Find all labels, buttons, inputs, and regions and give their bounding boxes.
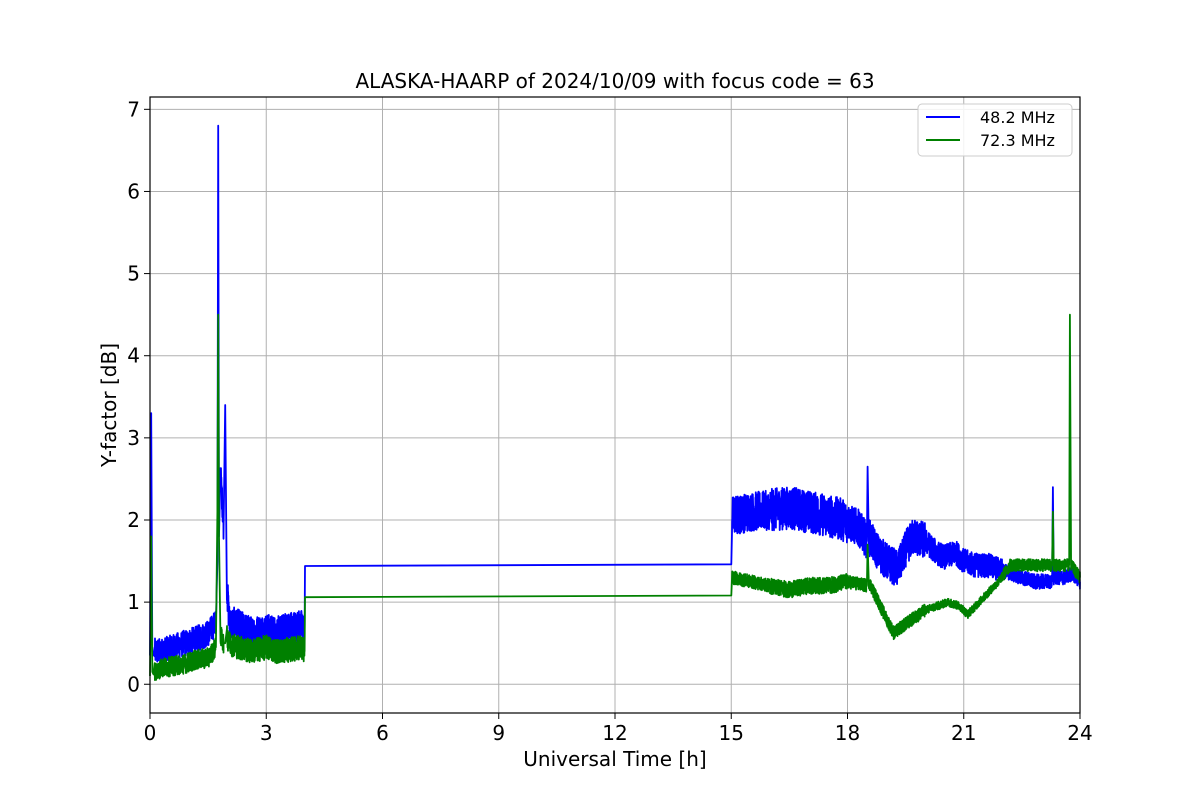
x-tick-label: 9 [492,721,505,745]
y-tick-label: 3 [127,426,140,450]
series-layer [149,124,1081,681]
y-tick-label: 1 [127,590,140,614]
y-tick-label: 7 [127,97,140,121]
chart-title: ALASKA-HAARP of 2024/10/09 with focus co… [355,69,874,93]
series-line-72-3-mhz [149,313,1081,681]
legend-label-48-2-mhz: 48.2 MHz [980,108,1055,127]
y-tick-label: 0 [127,672,140,696]
y-tick-label: 2 [127,508,140,532]
x-tick-label: 3 [260,721,273,745]
x-tick-label: 18 [835,721,860,745]
y-tick-label: 5 [127,262,140,286]
x-tick-label: 0 [144,721,157,745]
y-axis-label: Y-factor [dB] [97,343,121,468]
y-tick-label: 6 [127,179,140,203]
y-tick-label: 4 [127,344,140,368]
x-tick-label: 6 [376,721,389,745]
x-axis-label: Universal Time [h] [523,747,706,771]
series-line-48-2-mhz [149,124,1081,665]
x-tick-label: 15 [719,721,744,745]
legend-label-72-3-mhz: 72.3 MHz [980,131,1055,150]
x-tick-label: 12 [602,721,627,745]
x-tick-label: 24 [1067,721,1092,745]
x-tick-label: 21 [951,721,976,745]
legend: 48.2 MHz 72.3 MHz [917,103,1073,157]
